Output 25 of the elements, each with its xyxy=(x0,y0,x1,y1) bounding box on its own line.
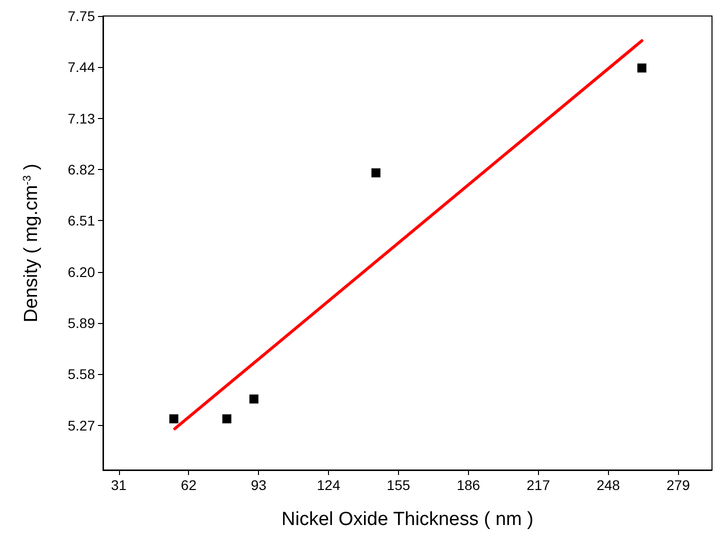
y-tick-label: 5.58 xyxy=(68,366,96,382)
x-tick-label: 155 xyxy=(386,477,410,493)
x-tick-label: 248 xyxy=(596,477,620,493)
x-tick-label: 217 xyxy=(526,477,550,493)
point xyxy=(371,168,380,178)
point xyxy=(222,414,232,424)
x-tick-label: 93 xyxy=(250,477,267,493)
x-tick-label: 124 xyxy=(316,477,340,493)
point xyxy=(169,414,178,424)
point xyxy=(249,394,258,404)
y-tick-label: 6.20 xyxy=(68,264,96,280)
x-axis-title: Nickel Oxide Thickness ( nm ) xyxy=(282,509,534,530)
y-tick-label: 7.75 xyxy=(68,8,96,24)
x-tick-label: 31 xyxy=(111,477,127,493)
y-tick-label: 6.51 xyxy=(68,212,96,229)
y-tick-label: 5.27 xyxy=(68,417,96,434)
y-tick-label: 7.13 xyxy=(68,110,96,126)
y-axis-title: Density ( mg.cm-3 ) xyxy=(21,164,42,322)
x-tick-label: 62 xyxy=(180,477,197,493)
y-tick-label: 6.82 xyxy=(68,162,96,178)
x-tick-label: 279 xyxy=(666,477,690,493)
y-tick-label: 5.89 xyxy=(68,315,96,332)
x-tick-label: 186 xyxy=(456,477,480,493)
y-tick-label: 7.44 xyxy=(68,59,96,76)
point xyxy=(637,64,646,73)
